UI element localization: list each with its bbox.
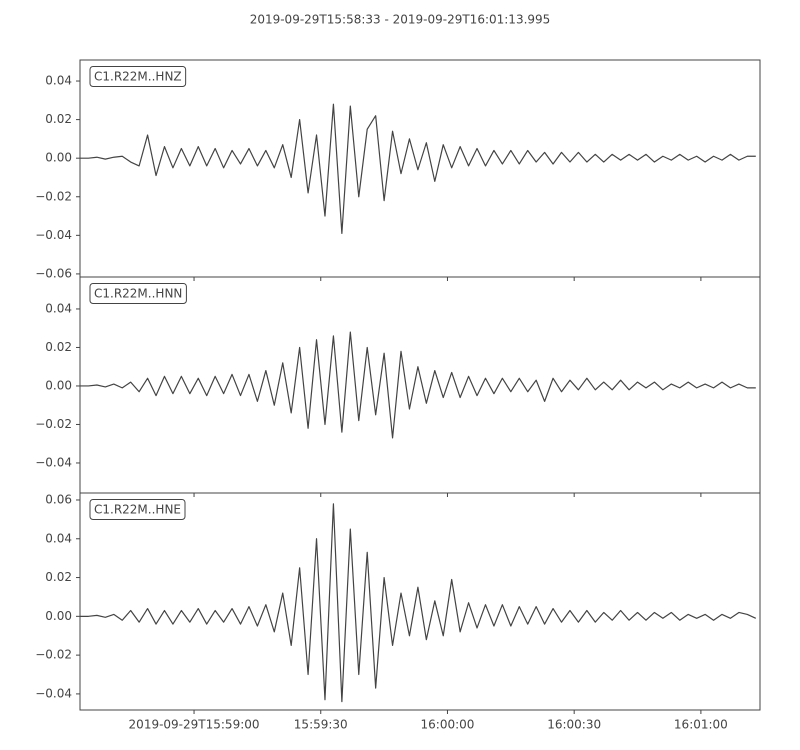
panel-frame	[79, 492, 761, 711]
x-tick-label: 16:01:00	[674, 718, 728, 732]
y-tick-label: −0.02	[35, 417, 72, 431]
y-tick-label: −0.06	[35, 266, 72, 280]
x-tick-label: 16:00:00	[421, 718, 475, 732]
trace-label: C1.R22M..HNE	[94, 503, 181, 517]
y-tick-label: 0.04	[45, 531, 72, 545]
y-tick-label: 0.00	[45, 609, 72, 623]
trace-label-box	[89, 499, 186, 520]
x-tick-label: 2019-09-29T15:59:00	[129, 718, 260, 732]
y-tick-label: −0.02	[35, 648, 72, 662]
trace-label-box	[89, 66, 187, 87]
waveform	[80, 331, 756, 439]
y-tick-label: 0.00	[45, 151, 72, 165]
y-tick-label: 0.02	[45, 340, 72, 354]
y-tick-label: 0.02	[45, 570, 72, 584]
trace-label-box	[89, 283, 187, 304]
y-tick-label: 0.04	[45, 74, 72, 88]
trace-label: C1.R22M..HNN	[94, 287, 182, 301]
y-tick-label: 0.02	[45, 112, 72, 126]
y-tick-label: −0.04	[35, 686, 72, 700]
waveform	[80, 103, 756, 235]
y-tick-label: 0.04	[45, 301, 72, 315]
y-tick-label: 0.06	[45, 492, 72, 506]
figure-title: 2019-09-29T15:58:33 - 2019-09-29T16:01:1…	[250, 13, 551, 27]
x-tick-label: 16:00:30	[547, 718, 601, 732]
y-tick-label: 0.00	[45, 378, 72, 392]
trace-label: C1.R22M..HNZ	[94, 70, 182, 84]
y-tick-label: −0.04	[35, 228, 72, 242]
y-tick-label: −0.04	[35, 455, 72, 469]
waveform	[80, 503, 757, 703]
x-tick-label: 15:59:30	[294, 718, 348, 732]
y-tick-label: −0.02	[35, 189, 72, 203]
